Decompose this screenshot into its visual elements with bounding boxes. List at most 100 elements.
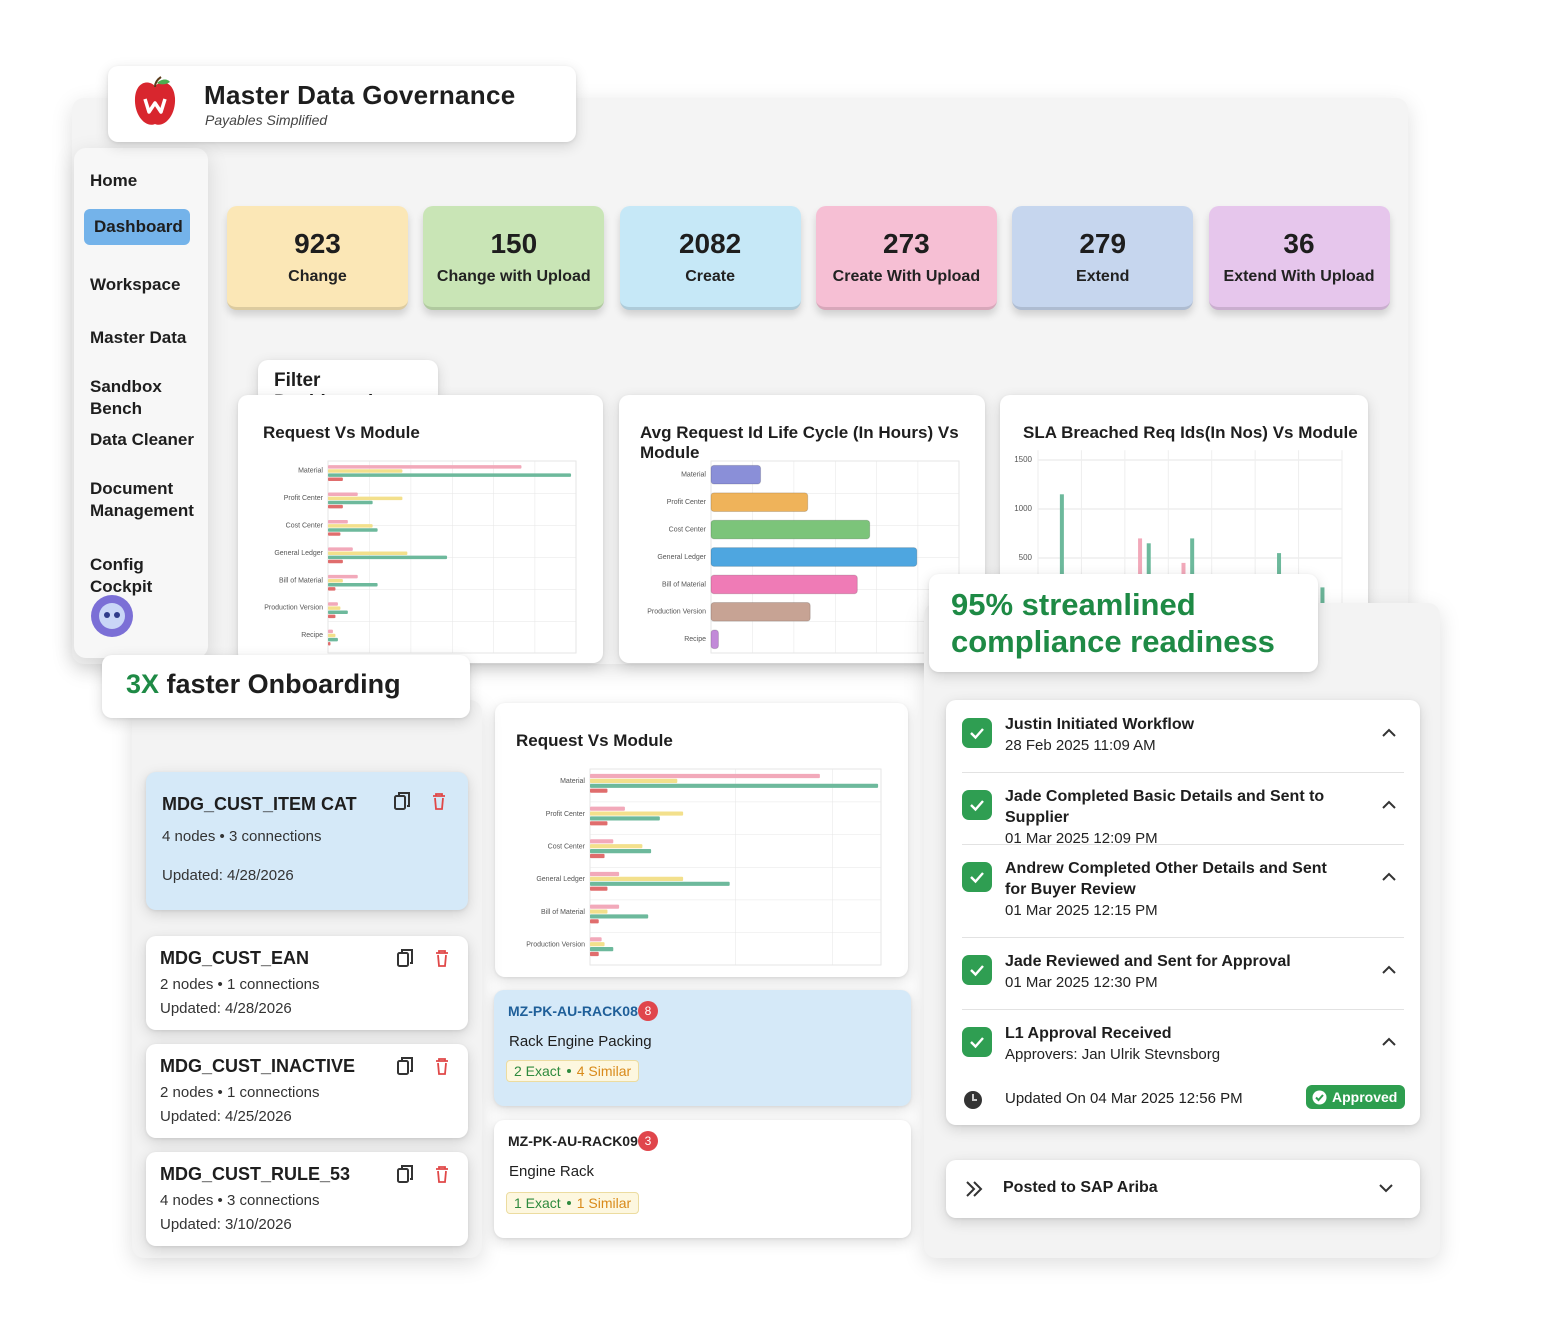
copy-icon-back (398, 792, 410, 807)
step-text: Andrew Completed Other Details and Sent … (1005, 858, 1345, 919)
stat-card[interactable]: 923 Change (227, 206, 408, 310)
bar (328, 555, 448, 560)
timeline: Updated On 04 Mar 2025 12:56 PM Approved… (946, 700, 1420, 1125)
chart-svg: Material Profit Center Cost Center General … (647, 460, 960, 654)
divider (962, 1009, 1404, 1010)
onboarding-callout: 3X faster Onboarding (102, 655, 470, 718)
divider (962, 844, 1404, 845)
assistant-icon[interactable] (90, 594, 134, 638)
copy-icon-back (401, 949, 413, 964)
check-bg (962, 955, 992, 985)
bar (590, 876, 684, 881)
chevron (1382, 872, 1396, 881)
collapse-icon[interactable] (1381, 965, 1397, 975)
stat-card[interactable]: 36 Extend With Upload (1208, 206, 1390, 310)
workflow-card[interactable]: MDG_CUST_RULE_53 4 nodes • 3 connections U… (146, 1152, 468, 1246)
logo (134, 76, 176, 125)
bar (590, 919, 599, 924)
workflow-updated: Updated: 4/25/2026 (160, 1108, 292, 1125)
stat-card[interactable]: 2082 Create (619, 206, 801, 310)
nav-item[interactable]: Dashboard (84, 209, 190, 245)
bar (328, 559, 343, 564)
y-tick-label: General Ledger (657, 554, 706, 561)
step-check (962, 790, 992, 820)
workflow-meta: 4 nodes • 3 connections (160, 1192, 320, 1209)
match-card[interactable]: MZ-PK-AU-RACK08 8 Rack Engine Packing 2 Exa… (494, 990, 911, 1106)
bar (710, 547, 918, 567)
match-badge: 3 (638, 1131, 658, 1151)
y-tick-label: Profit Center (546, 811, 586, 818)
workflow-card[interactable]: MDG_CUST_INACTIVE 2 nodes • 1 connections… (146, 1044, 468, 1138)
workflow-updated: Updated: 3/10/2026 (160, 1216, 292, 1233)
bar (710, 602, 811, 622)
app-title: Master Data Governance (204, 80, 516, 110)
delete-icon (433, 793, 445, 810)
y-tick-label: General Ledger (274, 550, 323, 557)
bar (710, 519, 871, 540)
collapse-icon[interactable] (1381, 872, 1397, 882)
bar (328, 551, 408, 556)
workflow-title: MDG_CUST_INACTIVE (160, 1056, 356, 1076)
stat-label: Extend (1076, 268, 1130, 285)
workflow-card[interactable]: MDG_CUST_EAN 2 nodes • 1 connections Updat… (146, 936, 468, 1030)
bar (590, 947, 614, 952)
bar (328, 528, 378, 532)
bar (328, 492, 358, 497)
match-badge: 8 (638, 1001, 658, 1021)
bar (710, 492, 809, 512)
chart-card: Avg Request Id Life Cycle (In Hours) Vs … (619, 395, 985, 663)
chart-title: Request Vs Module (263, 423, 420, 442)
bar (328, 583, 378, 587)
app-subtitle: Payables Simplified (205, 112, 328, 128)
delete-icon (436, 1058, 448, 1075)
workflow-card[interactable]: MDG_CUST_ITEM CAT 4 nodes • 3 connections… (146, 772, 468, 910)
nav-item[interactable]: Home (90, 171, 138, 190)
nav-item[interactable]: Master Data (90, 328, 187, 347)
step-text: L1 Approval Received Approvers: Jan Ulrik… (1005, 1023, 1345, 1063)
nav-item[interactable]: Data Cleaner (90, 430, 194, 449)
step-detail: 01 Mar 2025 12:09 PM (1005, 830, 1158, 847)
stat-value: 279 (1079, 228, 1127, 259)
bar (328, 610, 348, 614)
expand-icon[interactable] (1378, 1182, 1394, 1194)
step-detail: 01 Mar 2025 12:15 PM (1005, 902, 1158, 919)
bar (328, 637, 338, 642)
step-detail: 01 Mar 2025 12:30 PM (1005, 974, 1158, 991)
posted-row[interactable]: Posted to SAP Ariba (946, 1160, 1420, 1218)
chart-svg: Material Profit Center Cost Center General … (264, 460, 577, 654)
bar (328, 473, 572, 477)
check-mark (970, 1037, 984, 1049)
nav-item[interactable]: Document Management (90, 479, 194, 520)
status-icon (1312, 1090, 1327, 1104)
bar (590, 914, 649, 919)
bar (590, 951, 599, 957)
check-bg (962, 862, 992, 892)
collapse-icon[interactable] (1381, 800, 1397, 810)
y-tick-label: Profit Center (284, 495, 324, 502)
chart-card: Request Vs Module Material Profit Center Co… (495, 703, 908, 977)
stat-card[interactable]: 273 Create With Upload (815, 206, 997, 310)
step-title: Jade Reviewed and Sent for Approval (1005, 953, 1291, 970)
bar (328, 642, 331, 646)
nav-item[interactable]: Workspace (90, 275, 181, 294)
stat-card[interactable]: 150 Change with Upload (423, 206, 605, 310)
y-tick-label: Material (298, 468, 323, 475)
bar (328, 504, 343, 509)
stat-card[interactable]: 279 Extend (1012, 206, 1194, 310)
collapse-icon[interactable] (1381, 728, 1397, 738)
bar (590, 886, 608, 891)
y-tick-label: Bill of Material (279, 577, 323, 584)
header: Master Data Governance Payables Simplifi… (108, 66, 576, 142)
check-mark (970, 728, 984, 740)
step-title: Jade Completed Basic Details and Sent to… (1005, 788, 1325, 826)
collapse-icon[interactable] (1381, 1037, 1397, 1047)
nav-item[interactable]: Config Cockpit (90, 555, 153, 596)
y-tick-label: Bill of Material (662, 581, 706, 588)
workflow-title: MDG_CUST_ITEM CAT (162, 794, 357, 814)
workflow-meta: 2 nodes • 1 connections (160, 1084, 320, 1101)
check-mark (970, 800, 984, 812)
bar (590, 871, 620, 877)
step-detail: 28 Feb 2025 11:09 AM (1005, 737, 1156, 754)
match-card[interactable]: MZ-PK-AU-RACK09 3 Engine Rack 1 Exact 1 Simi… (494, 1120, 911, 1238)
nav-item[interactable]: Sandbox Bench (90, 377, 162, 418)
